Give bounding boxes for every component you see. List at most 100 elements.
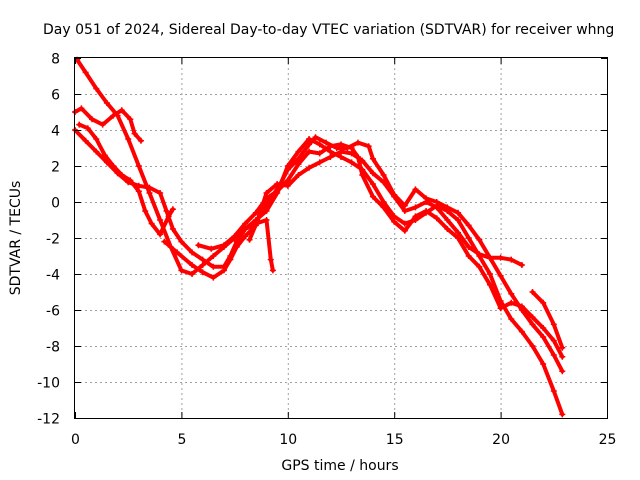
x-axis-title: GPS time / hours: [281, 458, 398, 474]
data-point-marker: [316, 150, 323, 157]
data-point-marker: [365, 143, 372, 150]
data-point-marker: [401, 208, 408, 214]
data-point-marker: [529, 314, 536, 321]
data-point-marker: [93, 136, 100, 142]
data-point-marker: [369, 170, 376, 177]
data-point-marker: [476, 236, 483, 243]
data-point-marker: [267, 195, 274, 202]
data-point-marker: [93, 148, 100, 155]
data-point-marker: [257, 211, 264, 218]
data-point-marker: [497, 305, 504, 312]
data-point-marker: [391, 191, 398, 198]
data-point-marker: [146, 190, 153, 196]
data-point-marker: [529, 321, 536, 328]
data-point-marker: [227, 256, 234, 263]
data-point-marker: [84, 125, 91, 132]
y-tick-label: 0: [51, 196, 60, 212]
data-point-marker: [333, 145, 340, 151]
data-point-marker: [231, 233, 238, 240]
data-point-marker: [135, 163, 142, 169]
data-point-marker: [306, 148, 313, 155]
y-tick-label: -12: [37, 412, 60, 428]
data-point-marker: [220, 267, 227, 274]
data-point-marker: [369, 193, 376, 200]
data-point-marker: [327, 148, 334, 155]
data-point-marker: [412, 186, 419, 193]
series-track-g: [247, 135, 565, 374]
data-point-marker: [157, 190, 164, 196]
data-point-marker: [401, 220, 408, 227]
data-point-marker: [195, 242, 202, 249]
data-point-marker: [110, 163, 117, 169]
y-tick-label: -4: [46, 268, 60, 284]
x-tick-label: 20: [492, 432, 510, 448]
data-point-marker: [169, 206, 176, 213]
data-point-marker: [178, 238, 185, 245]
y-tick-label: 2: [51, 160, 60, 176]
data-point-marker: [316, 141, 323, 148]
data-point-marker: [306, 164, 313, 171]
data-point-marker: [131, 130, 138, 137]
grid: [75, 58, 607, 418]
y-tick-label: -2: [46, 232, 60, 248]
data-point-marker: [242, 220, 249, 227]
data-point-marker: [323, 139, 330, 146]
data-point-marker: [559, 368, 566, 375]
data-point-marker: [210, 253, 217, 259]
data-point-marker: [380, 199, 387, 205]
data-point-marker: [269, 267, 276, 274]
data-point-marker: [355, 139, 362, 146]
data-point-marker: [199, 262, 206, 268]
data-point-marker: [380, 204, 387, 211]
data-point-marker: [165, 213, 172, 220]
data-point-marker: [455, 229, 462, 236]
data-point-marker: [486, 254, 493, 261]
y-tick-label: 8: [51, 52, 60, 68]
data-point-marker: [401, 227, 408, 234]
data-point-marker: [142, 208, 149, 214]
data-point-marker: [355, 154, 362, 160]
y-tick-label: 4: [51, 124, 60, 140]
data-point-marker: [267, 256, 274, 263]
data-point-marker: [246, 236, 253, 243]
data-point-marker: [295, 148, 302, 155]
data-point-marker: [444, 226, 451, 232]
data-point-marker: [135, 188, 142, 195]
data-point-marker: [455, 217, 462, 223]
data-point-marker: [497, 254, 504, 261]
data-point-marker: [423, 208, 430, 214]
data-point-marker: [174, 249, 181, 256]
data-point-marker: [284, 166, 291, 173]
data-point-marker: [540, 325, 547, 331]
data-point-marker: [189, 262, 196, 268]
data-point-marker: [550, 352, 557, 358]
data-point-marker: [210, 263, 217, 270]
data-point-marker: [508, 299, 515, 306]
data-point-marker: [199, 256, 206, 263]
data-point-marker: [312, 134, 319, 141]
data-point-marker: [295, 155, 302, 162]
data-point-marker: [486, 271, 493, 277]
series-track-f: [196, 142, 565, 359]
data-point-marker: [369, 181, 376, 187]
data-point-marker: [199, 269, 206, 276]
y-axis-title: SDTVAR / TECUs: [8, 181, 24, 296]
data-point-marker: [369, 155, 376, 162]
data-point-marker: [89, 116, 96, 123]
data-point-marker: [242, 233, 249, 240]
data-point-marker: [161, 238, 168, 245]
data-point-marker: [189, 271, 196, 277]
data-series: [72, 56, 566, 418]
data-point-marker: [93, 85, 100, 92]
data-point-marker: [208, 245, 215, 252]
data-point-marker: [338, 154, 344, 160]
data-point-marker: [284, 182, 291, 189]
data-point-marker: [529, 343, 536, 349]
data-point-marker: [157, 217, 164, 223]
data-point-marker: [82, 69, 89, 76]
data-point-marker: [327, 154, 334, 160]
data-point-marker: [550, 321, 557, 328]
data-point-marker: [559, 353, 566, 360]
